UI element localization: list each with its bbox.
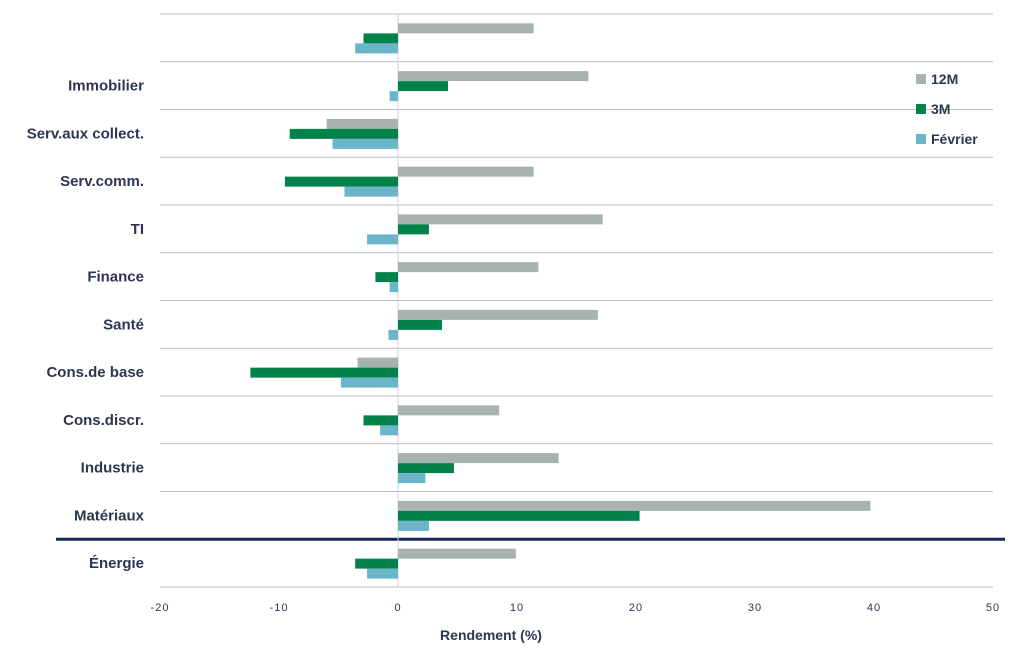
labels-layer: Immobilier Serv.aux collect. Serv.comm. TI F… [27, 78, 1000, 643]
legend-label: 12M [931, 71, 958, 87]
bar-3m-industrie [398, 463, 454, 474]
bars-layer [250, 23, 871, 579]
x-tick-label: 40 [867, 602, 881, 614]
bar-fevrier-nergie [367, 568, 398, 579]
legend-label: Février [931, 131, 978, 147]
category-label: Finance [87, 269, 144, 286]
bar-3m-serv-aux-collect [289, 128, 398, 139]
bar-fevrier-finance [389, 282, 398, 293]
x-tick-label: 20 [629, 602, 643, 614]
bar-3m-cons-discr [363, 415, 398, 426]
bar-3m-nergie [355, 558, 398, 569]
category-label: TI [131, 221, 144, 238]
legend-label: 3M [931, 101, 950, 117]
category-label: Cons.discr. [63, 412, 144, 429]
x-axis-title: Rendement (%) [440, 627, 542, 643]
bar-3m-mat-riaux [398, 510, 640, 521]
category-label: Cons.de base [46, 364, 144, 381]
x-tick-label: -10 [270, 602, 289, 614]
x-tick-label: 50 [986, 602, 1000, 614]
x-tick-label: 10 [510, 602, 524, 614]
bar-12m-cons-discr [398, 405, 500, 416]
bar-12m-immobilier [398, 71, 589, 82]
x-tick-label: 0 [394, 602, 401, 614]
bar-fevrier-sant [388, 329, 398, 340]
x-tick-label: 30 [748, 602, 762, 614]
bar-fevrier-cons-de-base [340, 377, 398, 388]
bar-fevrier-immobilier [389, 91, 398, 102]
category-label: Énergie [89, 555, 144, 572]
bar-12m-serv-comm [398, 166, 534, 177]
bar-3m-ti [398, 224, 429, 235]
bar-12m-unlabeled [398, 23, 534, 34]
bar-fevrier-unlabeled [355, 43, 398, 54]
legend: 12M 3M Février [916, 71, 978, 147]
bar-12m-finance [398, 262, 539, 273]
bar-fevrier-cons-discr [380, 425, 398, 436]
bar-3m-sant [398, 319, 443, 330]
category-label: Industrie [81, 460, 144, 477]
category-label: Serv.comm. [60, 173, 144, 190]
bar-3m-serv-comm [284, 176, 398, 187]
bar-fevrier-serv-comm [344, 186, 398, 197]
bar-12m-sant [398, 309, 598, 320]
bar-3m-cons-de-base [250, 367, 398, 378]
category-label: Serv.aux collect. [27, 125, 144, 142]
bar-3m-immobilier [398, 81, 448, 92]
category-label: Matériaux [74, 507, 145, 524]
bar-12m-ti [398, 214, 603, 225]
bar-12m-industrie [398, 453, 559, 464]
category-label: Santé [103, 316, 144, 333]
legend-swatch [916, 104, 926, 114]
bar-12m-cons-de-base [357, 357, 398, 368]
bar-fevrier-industrie [398, 473, 426, 484]
bar-fevrier-ti [367, 234, 398, 245]
bar-12m-serv-aux-collect [326, 118, 398, 129]
legend-swatch [916, 74, 926, 84]
bar-3m-unlabeled [363, 33, 398, 44]
bar-3m-finance [375, 272, 398, 283]
x-tick-label: -20 [151, 602, 170, 614]
bar-12m-nergie [398, 548, 516, 559]
category-label: Immobilier [68, 78, 144, 95]
bar-fevrier-serv-aux-collect [332, 138, 398, 149]
bar-12m-mat-riaux [398, 500, 871, 511]
bar-fevrier-mat-riaux [398, 520, 429, 531]
grid-layer [56, 13, 1005, 588]
legend-swatch [916, 134, 926, 144]
